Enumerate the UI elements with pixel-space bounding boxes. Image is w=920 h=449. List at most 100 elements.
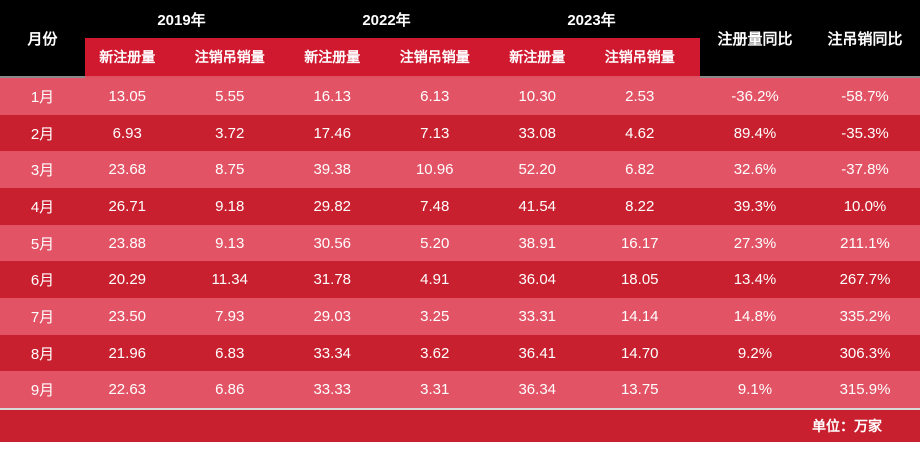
value-cell: 13.75 [620,381,659,399]
yoy-cell: 89.4% [733,124,777,142]
value-cell: 33.34 [313,344,352,362]
value-cell: 21.96 [108,344,147,362]
subcolumn-header-cancel-2022: 注销吊销量 [399,49,470,65]
value-cell: 5.20 [420,234,450,252]
yoy-cell: 14.8% [733,307,777,325]
yoy-cell: -58.7% [841,87,889,105]
value-cell: 14.70 [620,344,659,362]
value-cell: 6.93 [112,124,142,142]
table-row: 8月 21.96 6.83 33.34 3.62 36.41 14.70 9.2% 306.3% [0,334,920,372]
separator-segment [85,76,700,78]
bottom-margin [0,442,920,449]
value-cell: 6.82 [625,161,655,179]
value-cell: 7.93 [215,307,245,325]
year-header-row: 2019年 2022年 2023年 [85,0,700,38]
month-cell: 1月 [30,88,55,106]
year-header-2019: 2019年 [157,11,206,29]
value-cell: 23.68 [108,161,147,179]
value-cell: 29.82 [313,197,352,215]
yoy-cell: -37.8% [841,161,889,179]
value-cell: 33.33 [313,381,352,399]
table-row: 4月 26.71 9.18 29.82 7.48 41.54 8.22 39.3% 10.0% [0,188,920,225]
value-cell: 10.30 [518,87,557,105]
yoy-cell: 315.9% [839,381,891,399]
yoy-cell: -35.3% [841,124,889,142]
value-cell: 36.41 [518,344,557,362]
value-cell: 23.88 [108,234,147,252]
subcolumn-header-new-2019: 新注册量 [99,49,156,65]
yoy-cell: 211.1% [840,234,890,252]
footer-separator-line [0,408,920,410]
separator-segment [700,76,920,78]
month-cell: 9月 [30,382,55,400]
value-cell: 6.13 [420,87,450,105]
value-cell: 5.55 [215,87,245,105]
table-header: 月份 2019年 2022年 2023年 新注册量 注销吊销量 新注册量 注销吊… [0,0,920,76]
yoy-cell: 9.2% [737,344,773,362]
value-cell: 14.14 [620,307,659,325]
value-cell: 36.04 [518,271,557,289]
month-cell: 6月 [30,272,55,290]
yoy-cell: 9.1% [737,381,773,399]
value-cell: 41.54 [518,197,557,215]
table-footer: 单位：万家 [0,410,920,442]
yoy-cell: 335.2% [839,307,891,325]
value-cell: 30.56 [313,234,352,252]
value-cell: 22.63 [108,381,147,399]
table-row: 3月 23.68 8.75 39.38 10.96 52.20 6.82 32.6% -37.8… [0,151,920,189]
year-header-2022: 2022年 [362,11,411,29]
yoy-cell: -36.2% [731,87,779,105]
subcolumn-header-cancel-2019: 注销吊销量 [194,49,265,65]
yoy-cell: 39.3% [733,197,777,215]
value-cell: 7.13 [420,124,450,142]
value-cell: 11.34 [211,271,248,289]
value-cell: 9.13 [215,234,245,252]
value-cell: 38.91 [518,234,557,252]
value-cell: 3.31 [420,381,450,399]
yoy-header-group: 注册量同比 注吊销同比 [700,0,920,76]
value-cell: 16.17 [620,234,659,252]
value-cell: 20.29 [108,271,147,289]
value-cell: 18.05 [620,271,659,289]
value-cell: 3.25 [420,307,450,325]
value-cell: 13.05 [108,87,147,105]
table-body: 1月 13.05 5.55 16.13 6.13 10.30 2.53 -36.2% -58.7… [0,78,920,409]
value-cell: 4.91 [420,271,450,289]
separator-segment [0,76,85,78]
header-separator-line [0,76,920,78]
value-cell: 2.53 [625,87,655,105]
value-cell: 23.50 [108,307,147,325]
value-cell: 33.31 [518,307,557,325]
yoy-cell: 27.3% [733,234,777,252]
value-cell: 8.22 [625,197,655,215]
month-cell: 4月 [30,198,55,216]
value-cell: 36.34 [518,381,557,399]
value-cell: 8.75 [215,161,245,179]
table-row: 2月 6.93 3.72 17.46 7.13 33.08 4.62 89.4% -35.3% [0,114,920,152]
value-cell: 6.83 [215,344,245,362]
value-cell: 17.46 [313,124,352,142]
value-cell: 7.48 [420,197,450,215]
unit-label: 单位：万家 [812,418,882,434]
value-cell: 9.18 [215,197,245,215]
value-cell: 3.72 [215,124,245,142]
yoy-cell: 32.6% [733,161,777,179]
value-cell: 6.86 [215,381,245,399]
yoy-registration-header: 注册量同比 [717,30,793,48]
month-cell: 7月 [30,308,55,326]
yoy-cell: 306.3% [839,344,891,362]
table-row: 9月 22.63 6.86 33.33 3.31 36.34 13.75 9.1% 315.9% [0,371,920,409]
value-cell: 3.62 [420,344,450,362]
yoy-cell: 13.4% [733,271,777,289]
value-cell: 31.78 [313,271,352,289]
yoy-cancellation-header: 注吊销同比 [827,30,903,48]
value-cell: 4.62 [625,124,655,142]
year-groups: 2019年 2022年 2023年 新注册量 注销吊销量 新注册量 注销吊销量 … [85,0,700,76]
value-cell: 39.38 [313,161,352,179]
subcolumn-header-new-2023: 新注册量 [509,49,566,65]
year-header-2023: 2023年 [567,11,616,29]
table-row: 1月 13.05 5.55 16.13 6.13 10.30 2.53 -36.2% -58.7… [0,78,920,115]
subcolumn-header-new-2022: 新注册量 [304,49,361,65]
table-row: 5月 23.88 9.13 30.56 5.20 38.91 16.17 27.3% 211.1… [0,224,920,262]
